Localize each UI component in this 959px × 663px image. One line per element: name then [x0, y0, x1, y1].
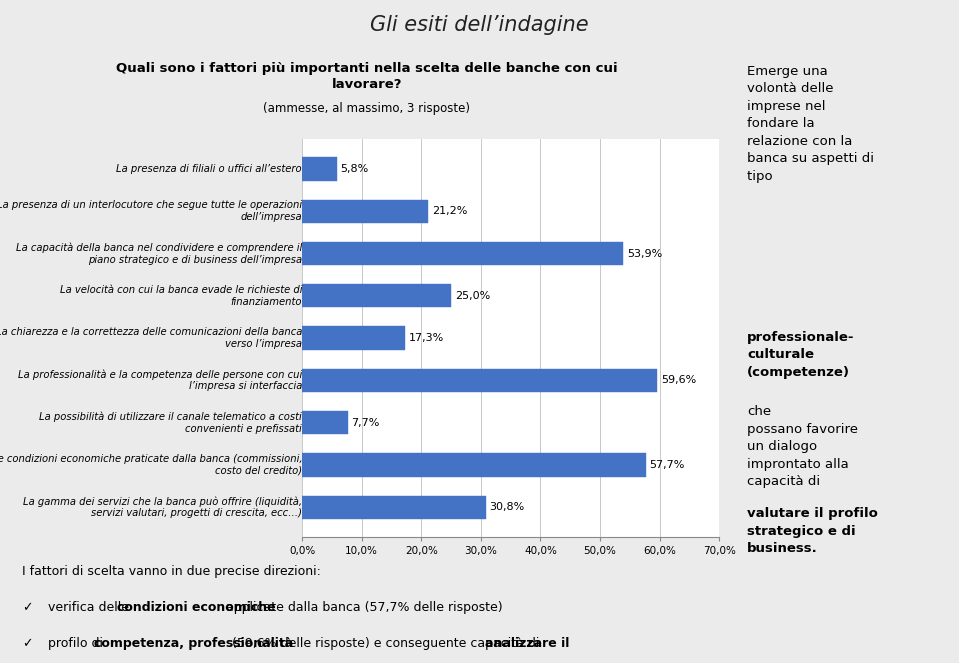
Text: La gamma dei servizi che la banca può offrire (liquidità,
servizi valutari, prog: La gamma dei servizi che la banca può of…: [23, 497, 302, 518]
Text: La professionalità e la competenza delle persone con cui
l’impresa si interfacci: La professionalità e la competenza delle…: [18, 369, 302, 391]
Bar: [302, 284, 451, 308]
Text: competenza, professionalità: competenza, professionalità: [94, 637, 293, 650]
Text: condizioni economiche: condizioni economiche: [117, 601, 275, 614]
Text: La presenza di filiali o uffici all’estero: La presenza di filiali o uffici all’este…: [116, 164, 302, 174]
Text: (ammesse, al massimo, 3 risposte): (ammesse, al massimo, 3 risposte): [264, 102, 470, 115]
Bar: [302, 157, 337, 180]
Text: Quali sono i fattori più importanti nella scelta delle banche con cui
lavorare?: Quali sono i fattori più importanti nell…: [116, 62, 618, 91]
Text: Emerge una
volontà delle
imprese nel
fondare la
relazione con la
banca su aspett: Emerge una volontà delle imprese nel fon…: [747, 65, 874, 182]
Text: profilo di: profilo di: [48, 637, 107, 650]
Text: La chiarezza e la correttezza delle comunicazioni della banca
verso l’impresa: La chiarezza e la correttezza delle comu…: [0, 328, 302, 349]
Text: 7,7%: 7,7%: [352, 418, 380, 428]
Text: 17,3%: 17,3%: [409, 333, 444, 343]
Text: Gli esiti dell’indagine: Gli esiti dell’indagine: [370, 15, 589, 35]
Text: I fattori di scelta vanno in due precise direzioni:: I fattori di scelta vanno in due precise…: [22, 565, 320, 578]
Bar: [302, 411, 348, 434]
Text: 5,8%: 5,8%: [340, 164, 368, 174]
Text: La presenza di un interlocutore che segue tutte le operazioni
dell’impresa: La presenza di un interlocutore che segu…: [0, 200, 302, 222]
Bar: [302, 200, 429, 223]
Bar: [302, 326, 406, 350]
Text: 21,2%: 21,2%: [432, 206, 467, 216]
Text: che
possano favorire
un dialogo
improntato alla
capacità di: che possano favorire un dialogo impronta…: [747, 405, 858, 488]
Text: 30,8%: 30,8%: [489, 503, 525, 512]
Text: 59,6%: 59,6%: [661, 375, 696, 385]
Bar: [302, 453, 646, 477]
Text: ✓: ✓: [22, 601, 33, 614]
Text: (59,6% delle risposte) e conseguente capacità di: (59,6% delle risposte) e conseguente cap…: [232, 637, 544, 650]
Text: 53,9%: 53,9%: [627, 249, 662, 259]
Text: La velocità con cui la banca evade le richieste di
finanziamento: La velocità con cui la banca evade le ri…: [59, 285, 302, 306]
Bar: [302, 242, 623, 265]
Bar: [302, 369, 657, 392]
Text: professionale-
culturale
(competenze): professionale- culturale (competenze): [747, 331, 854, 379]
Text: Le condizioni economiche praticate dalla banca (commissioni,
costo del credito): Le condizioni economiche praticate dalla…: [0, 454, 302, 476]
Text: verifica delle: verifica delle: [48, 601, 133, 614]
Text: 57,7%: 57,7%: [649, 460, 685, 470]
Text: 25,0%: 25,0%: [455, 291, 490, 301]
Text: La possibilità di utilizzare il canale telematico a costi
convenienti e prefissa: La possibilità di utilizzare il canale t…: [39, 412, 302, 434]
Text: La capacità della banca nel condividere e comprendere il
piano strategico e di b: La capacità della banca nel condividere …: [15, 243, 302, 265]
Text: ✓: ✓: [22, 637, 33, 650]
Text: valutare il profilo
strategico e di
business.: valutare il profilo strategico e di busi…: [747, 507, 877, 555]
Text: applicate dalla banca (57,7% delle risposte): applicate dalla banca (57,7% delle rispo…: [225, 601, 503, 614]
Text: analizzare il: analizzare il: [485, 637, 570, 650]
Bar: [302, 496, 485, 519]
